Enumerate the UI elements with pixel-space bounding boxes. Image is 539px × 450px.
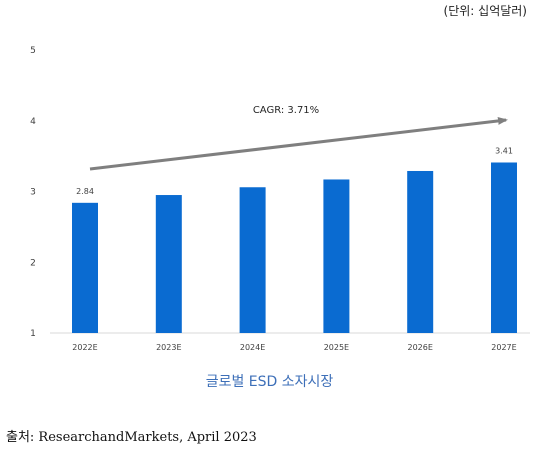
bar-2024E bbox=[239, 187, 266, 333]
bar-2025E bbox=[323, 179, 350, 333]
bar-2027E bbox=[491, 162, 517, 333]
y-tick-label: 5 bbox=[30, 46, 36, 56]
x-tick-label: 2027E bbox=[491, 343, 516, 352]
y-axis-ticks: 1 2 3 4 5 bbox=[30, 46, 36, 339]
cagr-trend-arrow bbox=[89, 116, 508, 171]
x-tick-label: 2024E bbox=[240, 343, 265, 352]
x-axis-labels: 2022E 2023E 2024E 2025E 2026E 2027E bbox=[72, 343, 516, 352]
data-labels: 2.84 3.41 bbox=[76, 146, 513, 195]
bar-2026E bbox=[407, 170, 434, 333]
y-tick-label: 4 bbox=[30, 117, 36, 127]
cagr-annotation: CAGR: 3.71% bbox=[253, 105, 319, 116]
source-citation: 출처: ResearchandMarkets, April 2023 bbox=[6, 430, 257, 445]
bar-2022E bbox=[72, 202, 98, 333]
chart-title: 글로벌 ESD 소자시장 bbox=[205, 374, 334, 390]
y-tick-label: 2 bbox=[30, 258, 36, 268]
data-label: 3.41 bbox=[495, 146, 513, 155]
x-tick-label: 2026E bbox=[407, 343, 432, 352]
bar-2023E bbox=[155, 195, 182, 333]
y-tick-label: 3 bbox=[30, 188, 36, 198]
x-tick-label: 2022E bbox=[72, 343, 97, 352]
unit-note: (단위: 십억달러) bbox=[443, 4, 527, 18]
data-label: 2.84 bbox=[76, 187, 94, 196]
bars-group bbox=[72, 162, 517, 333]
y-tick-label: 1 bbox=[30, 329, 36, 339]
x-tick-label: 2023E bbox=[156, 343, 181, 352]
x-tick-label: 2025E bbox=[324, 343, 349, 352]
